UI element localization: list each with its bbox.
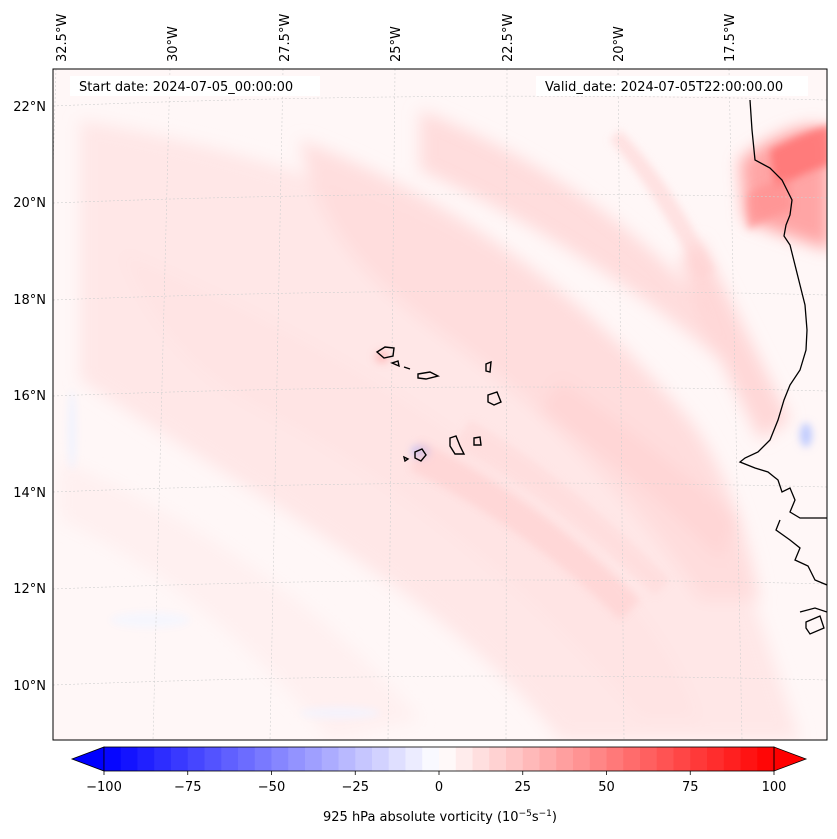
colorbar-min-extend bbox=[70, 746, 105, 772]
colorbar-step bbox=[740, 747, 758, 771]
coastline-cape-verde bbox=[375, 346, 502, 463]
colorbar-step bbox=[723, 747, 741, 771]
colorbar-steps bbox=[104, 747, 775, 771]
colorbar-tick-label: 75 bbox=[682, 780, 699, 795]
colorbar-step bbox=[640, 747, 658, 771]
colorbar-step bbox=[455, 747, 473, 771]
colorbar-step bbox=[321, 747, 339, 771]
colorbar-step bbox=[405, 747, 423, 771]
colorbar-step bbox=[522, 747, 540, 771]
colorbar-step bbox=[656, 747, 674, 771]
lat-tick: 10°N bbox=[13, 679, 46, 694]
lon-tick: 20°W bbox=[612, 26, 627, 62]
colorbar-step bbox=[238, 747, 256, 771]
start-date-box bbox=[70, 76, 320, 96]
colorbar-tick-label: −75 bbox=[174, 780, 201, 795]
latitude-ticks: 22°N 20°N 18°N 16°N 14°N 12°N 10°N bbox=[13, 100, 46, 694]
colorbar-step bbox=[355, 747, 373, 771]
colorbar-step bbox=[254, 747, 272, 771]
colorbar-step bbox=[305, 747, 323, 771]
colorbar-step bbox=[573, 747, 591, 771]
colorbar-step bbox=[439, 747, 457, 771]
longitude-ticks: 32.5°W 30°W 27.5°W 25°W 22.5°W 20°W 17.5… bbox=[55, 14, 738, 62]
colorbar-step bbox=[489, 747, 507, 771]
colorbar-step bbox=[707, 747, 725, 771]
map-panel bbox=[53, 69, 827, 740]
start-date-label: Start date: 2024-07-05_00:00:00 bbox=[79, 80, 293, 95]
colorbar-step bbox=[606, 747, 624, 771]
lon-tick: 25°W bbox=[389, 26, 404, 62]
valid-date-box bbox=[536, 76, 808, 96]
colorbar-tick-label: 25 bbox=[514, 780, 531, 795]
colorbar-step bbox=[422, 747, 440, 771]
colorbar-step bbox=[673, 747, 691, 771]
colorbar-step bbox=[372, 747, 390, 771]
colorbar-step bbox=[171, 747, 189, 771]
colorbar-step bbox=[271, 747, 289, 771]
lon-tick: 32.5°W bbox=[55, 14, 70, 62]
colorbar-step bbox=[338, 747, 356, 771]
colorbar-step bbox=[388, 747, 406, 771]
lat-tick: 22°N bbox=[13, 100, 46, 115]
colorbar-step bbox=[556, 747, 574, 771]
vorticity-streaks bbox=[68, 125, 827, 719]
lat-tick: 12°N bbox=[13, 582, 46, 597]
colorbar-tick-label: −25 bbox=[342, 780, 369, 795]
colorbar-step bbox=[137, 747, 155, 771]
colorbar-max-extend bbox=[773, 746, 808, 772]
lat-tick: 20°N bbox=[13, 196, 46, 211]
colorbar-step bbox=[221, 747, 239, 771]
colorbar-step bbox=[472, 747, 490, 771]
lon-tick: 30°W bbox=[166, 26, 181, 62]
colorbar: −100 −75 −50 −25 0 25 50 75 100 925 hPa absolute… bbox=[70, 746, 808, 825]
colorbar-tick-label: −100 bbox=[86, 780, 122, 795]
map-frame bbox=[52, 68, 828, 741]
colorbar-step bbox=[187, 747, 205, 771]
colorbar-tick-label: −50 bbox=[258, 780, 285, 795]
lon-tick: 17.5°W bbox=[723, 14, 738, 62]
colorbar-title: 925 hPa absolute vorticity (10−5s−1) bbox=[323, 809, 557, 825]
colorbar-step bbox=[690, 747, 708, 771]
colorbar-step bbox=[589, 747, 607, 771]
colorbar-tick-label: 0 bbox=[435, 780, 443, 795]
lon-tick: 27.5°W bbox=[278, 14, 293, 62]
colorbar-step bbox=[104, 747, 122, 771]
colorbar-step bbox=[288, 747, 306, 771]
colorbar-step bbox=[120, 747, 138, 771]
colorbar-step bbox=[506, 747, 524, 771]
colorbar-step bbox=[623, 747, 641, 771]
colorbar-step bbox=[154, 747, 172, 771]
lat-tick: 14°N bbox=[13, 486, 46, 501]
colorbar-ticks: −100 −75 −50 −25 0 25 50 75 100 bbox=[86, 771, 786, 795]
colorbar-step bbox=[539, 747, 557, 771]
colorbar-step bbox=[757, 747, 775, 771]
colorbar-tick-label: 50 bbox=[598, 780, 615, 795]
colorbar-tick-label: 100 bbox=[762, 780, 787, 795]
valid-date-label: Valid_date: 2024-07-05T22:00:00.00 bbox=[545, 80, 783, 95]
lat-tick: 18°N bbox=[13, 293, 46, 308]
coastline-africa bbox=[738, 99, 827, 635]
lon-tick: 22.5°W bbox=[501, 14, 516, 62]
lat-tick: 16°N bbox=[13, 389, 46, 404]
colorbar-step bbox=[204, 747, 222, 771]
